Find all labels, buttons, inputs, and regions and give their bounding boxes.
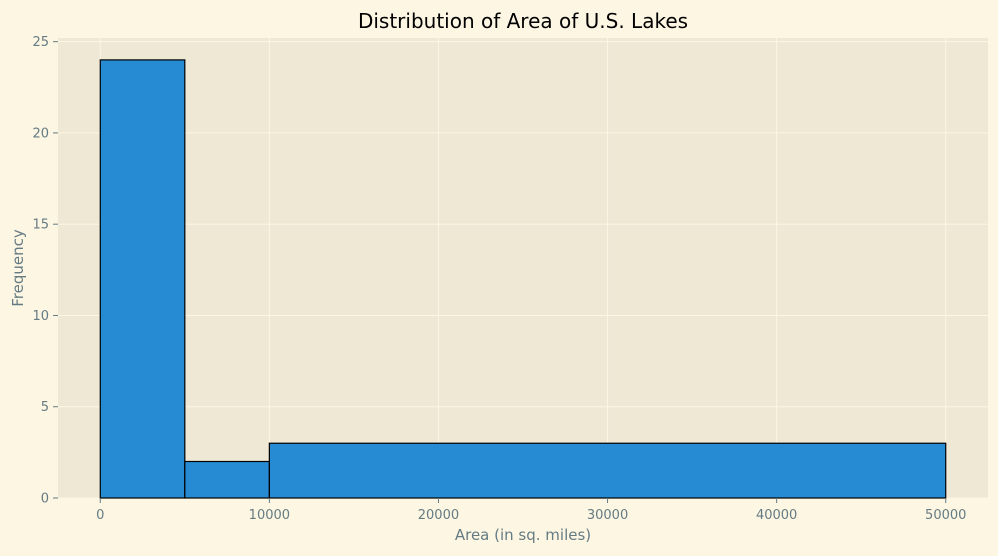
y-axis-label: Frequency bbox=[9, 229, 27, 307]
y-tick-label-5: 25 bbox=[32, 35, 49, 50]
x-tick-label-5: 50000 bbox=[925, 508, 966, 523]
y-tick-label-4: 20 bbox=[32, 126, 49, 141]
x-axis-ticks: 0 10000 20000 30000 40000 50000 bbox=[96, 498, 966, 523]
x-tick-label-0: 0 bbox=[96, 508, 104, 523]
chart-title: Distribution of Area of U.S. Lakes bbox=[358, 9, 688, 33]
x-tick-label-2: 20000 bbox=[418, 508, 459, 523]
y-axis-ticks: 0 5 10 15 20 25 bbox=[32, 35, 58, 507]
histogram-bar-0 bbox=[99, 59, 186, 499]
y-tick-label-3: 15 bbox=[32, 218, 49, 233]
plot-area bbox=[58, 38, 988, 498]
x-axis-label: Area (in sq. miles) bbox=[455, 526, 591, 544]
histogram-bar-2 bbox=[268, 442, 947, 499]
x-tick-label-3: 30000 bbox=[587, 508, 628, 523]
y-tick-label-0: 0 bbox=[41, 492, 49, 507]
x-tick-label-1: 10000 bbox=[249, 508, 290, 523]
y-tick-label-1: 5 bbox=[41, 400, 49, 415]
x-tick-label-4: 40000 bbox=[756, 508, 797, 523]
histogram-bars bbox=[99, 59, 947, 499]
y-tick-label-2: 10 bbox=[32, 309, 49, 324]
histogram-bar-1 bbox=[184, 460, 270, 499]
